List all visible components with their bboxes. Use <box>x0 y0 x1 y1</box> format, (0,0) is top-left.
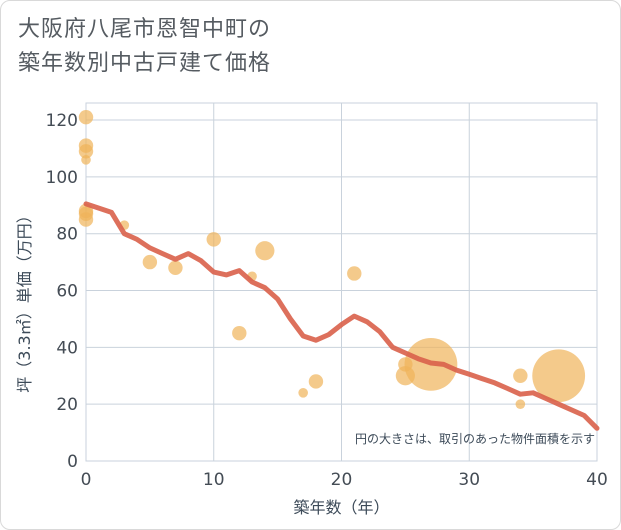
scatter-point <box>347 266 362 281</box>
chart-title-line-1: 大阪府八尾市恩智中町の <box>18 17 272 42</box>
x-tick-label: 10 <box>203 470 225 490</box>
x-tick-label: 30 <box>458 470 480 490</box>
scatter-point <box>78 212 94 227</box>
scatter-point <box>515 399 526 409</box>
scatter-point <box>532 349 586 403</box>
scatter-point <box>513 368 528 383</box>
x-tick-label: 0 <box>81 470 92 490</box>
y-tick-label: 120 <box>46 111 78 131</box>
scatter-point <box>308 374 324 389</box>
scatter-point <box>206 232 221 247</box>
y-tick-label: 20 <box>56 395 78 415</box>
x-tick-labels: 0 10 20 30 40 <box>81 470 608 490</box>
y-tick-label: 100 <box>46 168 78 188</box>
size-note: 円の大きさは、取引のあった物件面積を示す <box>355 431 595 446</box>
grid-lines <box>85 103 598 462</box>
x-tick-label: 40 <box>586 470 608 490</box>
scatter-point <box>298 388 308 398</box>
scatter-point <box>142 254 158 270</box>
scatter-points <box>78 110 586 409</box>
y-tick-label: 60 <box>56 282 78 302</box>
chart-title-line-2: 築年数別中古戸建て価格 <box>18 51 272 76</box>
chart-title: 大阪府八尾市恩智中町の 築年数別中古戸建て価格 <box>18 13 578 81</box>
scatter-point <box>78 144 94 159</box>
scatter-point <box>232 325 247 341</box>
scatter-point <box>78 110 94 125</box>
y-tick-label: 0 <box>67 452 78 472</box>
x-tick-label: 20 <box>331 470 353 490</box>
y-tick-label: 40 <box>56 338 78 358</box>
scatter-point <box>255 241 275 261</box>
scatter-point <box>81 155 91 165</box>
scatter-point <box>168 260 183 275</box>
y-tick-label: 80 <box>56 225 78 245</box>
trend-line <box>83 201 600 431</box>
y-axis-title: 坪（3.3㎡）単価（万円） <box>15 207 34 392</box>
y-tick-labels: 0 20 40 60 80 100 120 <box>46 111 78 472</box>
x-axis-title: 築年数（年） <box>293 498 389 517</box>
